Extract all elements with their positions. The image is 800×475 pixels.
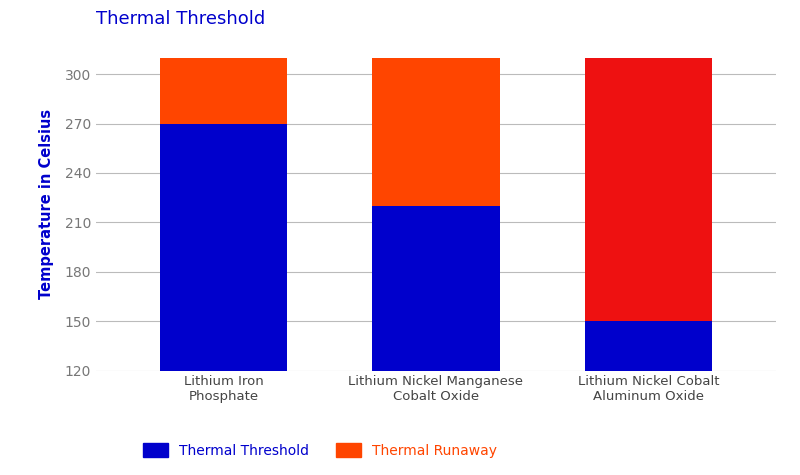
Bar <box>160 58 287 124</box>
Bar <box>585 321 712 370</box>
Text: Thermal Threshold: Thermal Threshold <box>96 10 266 28</box>
Bar <box>160 124 287 370</box>
Bar <box>372 58 500 206</box>
Legend: Thermal Threshold, Thermal Runaway: Thermal Threshold, Thermal Runaway <box>137 437 503 463</box>
Bar <box>585 58 712 321</box>
Y-axis label: Temperature in Celsius: Temperature in Celsius <box>38 109 54 299</box>
Bar <box>372 206 500 370</box>
